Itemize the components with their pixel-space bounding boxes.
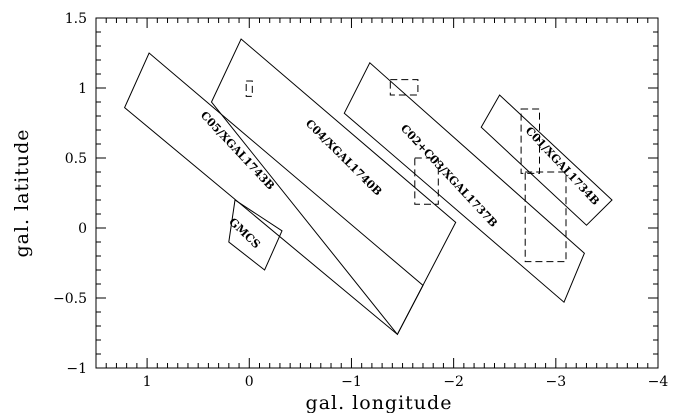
field-label: GMCS <box>226 215 263 251</box>
x-tick-label: −1 <box>341 374 362 390</box>
field-label: C02+C03/XGAL1737B <box>398 122 500 230</box>
field-label: C05/XGAL1743B <box>198 109 277 193</box>
x-tick-label: −3 <box>545 374 566 390</box>
x-axis-title: gal. longitude <box>306 392 453 413</box>
solid-field-outline <box>343 61 585 304</box>
dashed-field-outline <box>245 80 253 97</box>
x-tick-label: −4 <box>648 374 669 390</box>
solid-field-outline <box>480 94 613 226</box>
y-axis-title: gal. latitude <box>11 128 33 257</box>
y-tick-label: 0 <box>78 221 87 237</box>
field-label: C01/XGAL1734B <box>523 124 602 208</box>
survey-fields <box>123 38 613 336</box>
y-tick-label: −1 <box>66 361 87 377</box>
plot-frame <box>95 17 659 369</box>
solid-field-outline <box>210 38 457 336</box>
x-tick-label: 0 <box>245 374 254 390</box>
y-tick-label: 1.5 <box>65 11 87 27</box>
y-tick-label: 0.5 <box>65 151 87 167</box>
x-tick-label: −2 <box>443 374 464 390</box>
y-tick-label: 1 <box>78 81 87 97</box>
solid-field-outline <box>228 199 283 271</box>
y-tick-label: −0.5 <box>53 291 87 307</box>
axis-ticks: 1 0 −1 −2 −3 −4 −1 −0.5 0 0.5 1 1.5 <box>53 11 668 390</box>
dashed-field-outline <box>414 157 439 205</box>
field-label: C04/XGAL1740B <box>303 117 384 198</box>
x-tick-label: 1 <box>143 374 152 390</box>
field-labels: C05/XGAL1743B C04/XGAL1740B C02+C03/XGAL17… <box>198 109 602 251</box>
dashed-field-outline <box>524 171 567 263</box>
dashed-field-outline <box>520 108 540 174</box>
